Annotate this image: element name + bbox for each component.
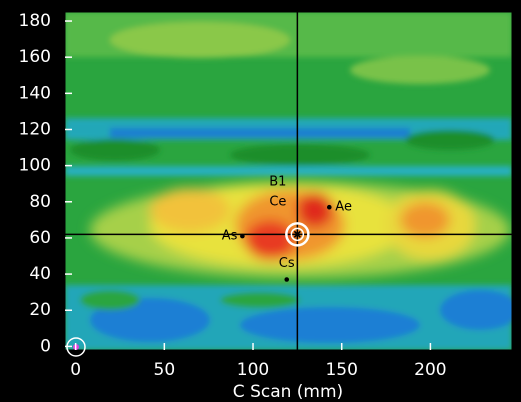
y-tick-label: 0 <box>40 336 51 356</box>
cursor-x <box>293 230 301 238</box>
heatmap <box>65 12 512 350</box>
point <box>284 277 290 282</box>
cursor-ring <box>285 222 310 247</box>
annotation: B1 <box>269 174 286 189</box>
annotation: Ce <box>269 194 286 209</box>
y-tick-label: 120 <box>19 119 51 139</box>
x-tick-label: 200 <box>414 360 446 380</box>
x-tick-label: 100 <box>237 360 269 380</box>
point-label: As <box>222 229 238 244</box>
x-tick-label: 0 <box>70 360 81 380</box>
plot-frame <box>64 11 513 351</box>
y-tick-label: 140 <box>19 83 51 103</box>
point <box>240 233 245 239</box>
x-axis-label: C Scan (mm) <box>233 382 343 402</box>
y-tick-label: 160 <box>19 47 51 67</box>
point <box>326 204 332 210</box>
y-tick-label: 100 <box>19 156 51 176</box>
y-tick-label: 80 <box>29 192 51 212</box>
cursor-inner <box>290 227 305 242</box>
y-tick-label: 180 <box>19 11 51 31</box>
y-tick-label: 40 <box>29 264 51 284</box>
x-tick-label: 150 <box>325 360 357 380</box>
x-tick-label: 50 <box>154 360 176 380</box>
point-label: Cs <box>279 256 295 271</box>
y-tick-label: 60 <box>29 228 51 248</box>
y-tick-label: 20 <box>29 300 51 320</box>
point-label: Ae <box>335 200 352 215</box>
